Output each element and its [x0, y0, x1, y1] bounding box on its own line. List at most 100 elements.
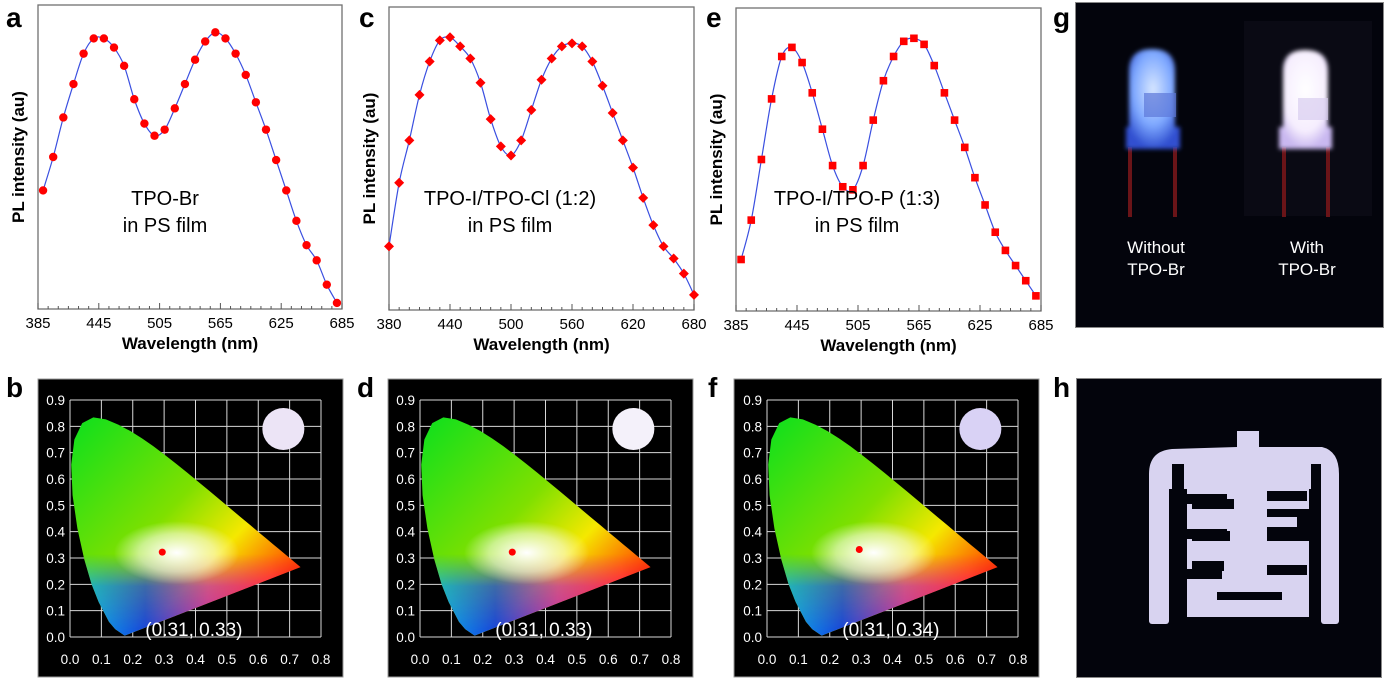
data-point	[607, 108, 618, 119]
data-point	[859, 161, 867, 170]
x-tick-label: 0.6	[946, 652, 965, 667]
data-point	[99, 34, 109, 43]
data-point	[475, 77, 486, 88]
data-point	[648, 220, 659, 231]
cie-coordinate-label: (0.31, 0.33)	[495, 620, 592, 641]
x-tick-label: 0.4	[186, 652, 205, 667]
data-point	[455, 41, 466, 52]
panel-label-b: b	[6, 372, 24, 403]
data-point	[119, 61, 129, 70]
y-tick-label: 0.6	[743, 472, 762, 487]
data-point	[628, 162, 638, 173]
data-point	[536, 74, 547, 85]
panel-label-f: f	[708, 372, 718, 403]
y-tick-label: 0.0	[743, 630, 762, 645]
data-point	[567, 38, 577, 49]
data-point	[889, 52, 898, 61]
white-point-glow	[810, 521, 937, 585]
x-tick-label: 0.1	[789, 652, 808, 667]
data-point	[991, 228, 1000, 237]
data-point	[322, 280, 331, 289]
data-point	[38, 186, 48, 195]
data-point	[180, 79, 190, 89]
data-point	[869, 116, 878, 124]
sample-annotation: in PS film	[468, 215, 552, 237]
cie-coordinate-point	[508, 548, 516, 556]
x-tick-label: 625	[269, 315, 294, 332]
y-tick-label: 0.1	[396, 604, 415, 619]
data-point	[109, 43, 119, 52]
y-tick-label: 0.4	[743, 525, 762, 540]
data-point	[689, 289, 699, 300]
y-tick-label: 0.0	[396, 630, 415, 645]
y-tick-label: 0.9	[396, 393, 415, 408]
data-point	[658, 241, 669, 252]
y-axis-title: PL intensity (au)	[360, 93, 379, 225]
x-tick-label: 0.2	[123, 652, 142, 667]
x-tick-label: 0.7	[630, 652, 649, 667]
data-point	[445, 32, 455, 43]
data-point	[201, 37, 210, 46]
data-point	[69, 79, 78, 89]
data-point	[394, 177, 405, 188]
y-tick-label: 0.6	[46, 472, 65, 487]
cie-diagram-d: 0.0 0.1 0.2 0.3 0.4 0.5 0.6 0.7 0.8 0.0 0.1 0.2 0.3 0…	[387, 378, 694, 678]
plot-frame	[735, 7, 1042, 312]
caption-line: TPO-Br	[1278, 260, 1336, 279]
data-point	[150, 131, 159, 140]
sample-photo-disk	[959, 407, 1002, 450]
plot-frame	[37, 4, 343, 310]
led-with-tpo-br	[1279, 50, 1332, 217]
data-point	[292, 216, 301, 226]
data-point	[638, 192, 649, 203]
caption-with-tpo-br: With TPO-Br	[1252, 237, 1362, 281]
data-point	[190, 55, 200, 64]
y-tick-label: 0.1	[743, 604, 762, 619]
x-tick-label: 0.8	[662, 652, 681, 667]
pl-chart-e: 385 445 505 565 625 685 Wavelength (nm) PL inte…	[707, 7, 1054, 355]
y-tick-label: 0.6	[396, 472, 415, 487]
y-axis-title: PL intensity (au)	[9, 91, 28, 223]
data-point	[211, 28, 220, 37]
sample-annotation: TPO-I/TPO-Cl (1:2)	[424, 188, 596, 210]
data-point	[516, 135, 527, 146]
data-point	[241, 70, 250, 80]
x-tick-label: 0.3	[155, 652, 174, 667]
y-axis-title: PL intensity (au)	[707, 94, 726, 226]
cie-diagram-f: 0.0 0.1 0.2 0.3 0.4 0.5 0.6 0.7 0.8 0.0 0.1 0.2 0.3 0…	[733, 378, 1040, 678]
y-tick-label: 0.5	[743, 498, 762, 513]
y-tick-label: 0.5	[396, 498, 415, 513]
x-tick-label: 620	[620, 316, 645, 333]
y-tick-label: 0.8	[743, 419, 762, 434]
data-point	[89, 34, 98, 43]
x-tick-label: 0.7	[977, 652, 996, 667]
x-tick-label: 0.4	[536, 652, 555, 667]
x-tick-label: 500	[498, 316, 523, 333]
x-tick-label: 0.5	[567, 652, 586, 667]
data-point	[414, 89, 425, 100]
caption-line: With	[1290, 238, 1324, 257]
x-tick-label: 0.7	[280, 652, 299, 667]
data-point	[788, 43, 796, 52]
x-tick-label: 565	[208, 315, 233, 332]
x-tick-label: 565	[906, 317, 931, 334]
data-point	[506, 150, 516, 161]
data-point	[231, 49, 240, 58]
data-point	[577, 41, 588, 52]
data-point	[465, 53, 476, 64]
y-tick-label: 0.8	[46, 419, 65, 434]
data-point	[849, 186, 857, 194]
pl-chart-c: 380 440 500 560 620 680 Wavelength (nm) PL inte…	[360, 6, 707, 354]
x-tick-label: 0.0	[411, 652, 430, 667]
y-tick-label: 0.2	[46, 577, 65, 592]
y-tick-label: 0.2	[396, 577, 415, 592]
y-tick-label: 0.7	[743, 446, 762, 461]
data-point	[271, 155, 281, 165]
x-tick-label: 0.2	[820, 652, 839, 667]
data-point	[920, 40, 928, 49]
data-point	[526, 105, 537, 116]
caption-line: TPO-Br	[1127, 260, 1185, 279]
sample-annotation: TPO-Br	[131, 188, 199, 210]
x-tick-label: 685	[329, 315, 354, 332]
